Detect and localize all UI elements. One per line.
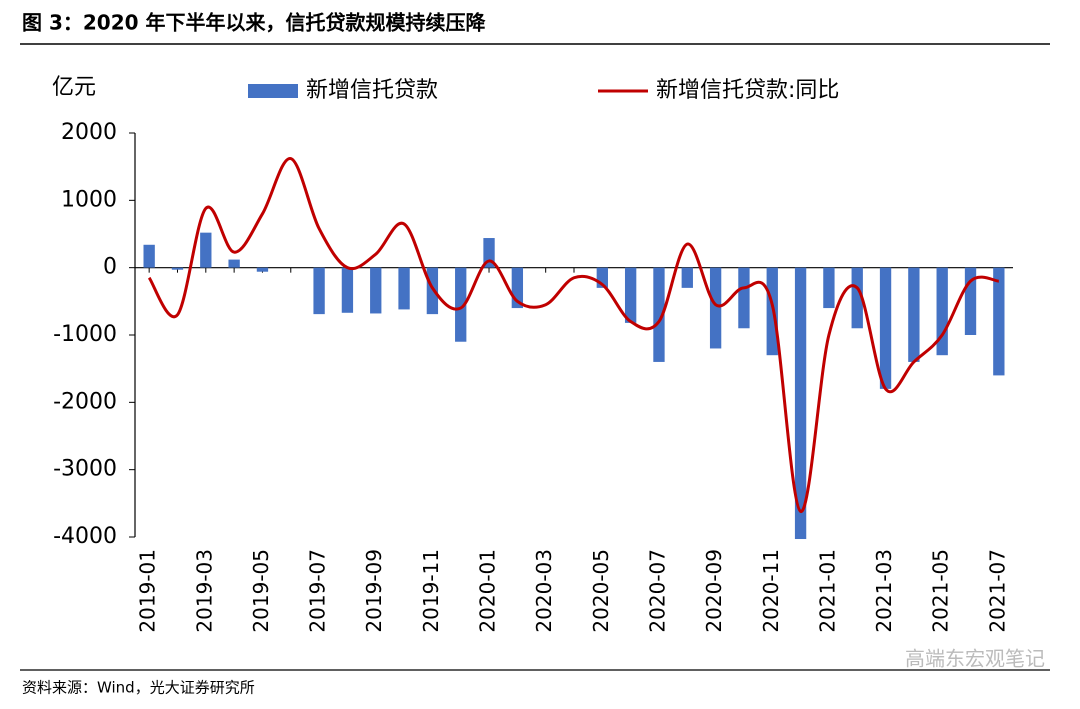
- bar: [823, 267, 835, 309]
- x-tick-label: 2020-07: [645, 549, 669, 633]
- bar: [511, 267, 524, 309]
- bar: [851, 267, 863, 329]
- source: 资料来源：Wind，光大证券研究所: [22, 679, 255, 697]
- x-tick-label: 2021-07: [985, 549, 1009, 633]
- x-tick-label: 2019-07: [306, 549, 330, 633]
- bar: [143, 244, 155, 268]
- bar: [171, 267, 184, 270]
- line: [147, 157, 1000, 513]
- y-axis-label: 亿元: [52, 75, 96, 100]
- x-tick-label: 2019-03: [192, 549, 216, 633]
- bar: [256, 267, 269, 272]
- legend-swatch: [248, 84, 298, 98]
- bar: [681, 267, 693, 288]
- bar: [370, 267, 382, 314]
- y-tick-label: 2000: [61, 120, 117, 145]
- x-tick-label: 2020-09: [702, 549, 726, 633]
- x-tick-label: 2019-09: [362, 549, 386, 633]
- bar: [228, 259, 240, 268]
- x-tick-label: 2020-05: [589, 549, 613, 633]
- bar: [964, 267, 977, 335]
- x-tick-label: 2021-01: [815, 549, 839, 633]
- bar: [993, 267, 1005, 376]
- bar: [908, 267, 920, 362]
- legend-label: 新增信托贷款: [306, 78, 438, 103]
- x-tick-label: 2019-11: [419, 549, 443, 633]
- bar: [398, 267, 410, 310]
- bar: [936, 267, 948, 356]
- bar: [341, 267, 354, 313]
- y-tick-label: -2000: [53, 389, 117, 414]
- x-tick-label: 2020-03: [532, 549, 556, 633]
- x-tick-label: 2019-05: [249, 549, 273, 633]
- bar: [426, 267, 439, 315]
- x-tick-label: 2019-01: [136, 549, 160, 633]
- bar: [879, 267, 892, 389]
- bar: [624, 267, 637, 323]
- legend-label: 新增信托贷款:同比: [656, 78, 839, 103]
- x-tick-label: 2021-03: [872, 549, 896, 633]
- bar: [709, 267, 722, 349]
- x-tick-label: 2020-01: [476, 549, 500, 633]
- y-tick-label: -4000: [53, 524, 117, 549]
- x-tick-label: 2021-05: [929, 549, 953, 633]
- x-tick-label: 2020-11: [759, 549, 783, 633]
- bar: [455, 267, 467, 342]
- bar: [738, 267, 750, 329]
- y-tick-label: 0: [103, 255, 117, 280]
- chart-title: 图 3：2020 年下半年以来，信托贷款规模持续压降: [22, 11, 487, 35]
- bar: [794, 267, 807, 540]
- y-tick-label: -3000: [53, 457, 117, 482]
- y-tick-label: -1000: [53, 322, 117, 347]
- bar: [596, 267, 608, 288]
- bar: [313, 267, 325, 315]
- bar: [200, 232, 212, 268]
- y-tick-label: 1000: [61, 187, 117, 212]
- bar: [483, 238, 495, 268]
- bar: [653, 267, 665, 362]
- watermark: 高端东宏观笔记: [905, 647, 1045, 671]
